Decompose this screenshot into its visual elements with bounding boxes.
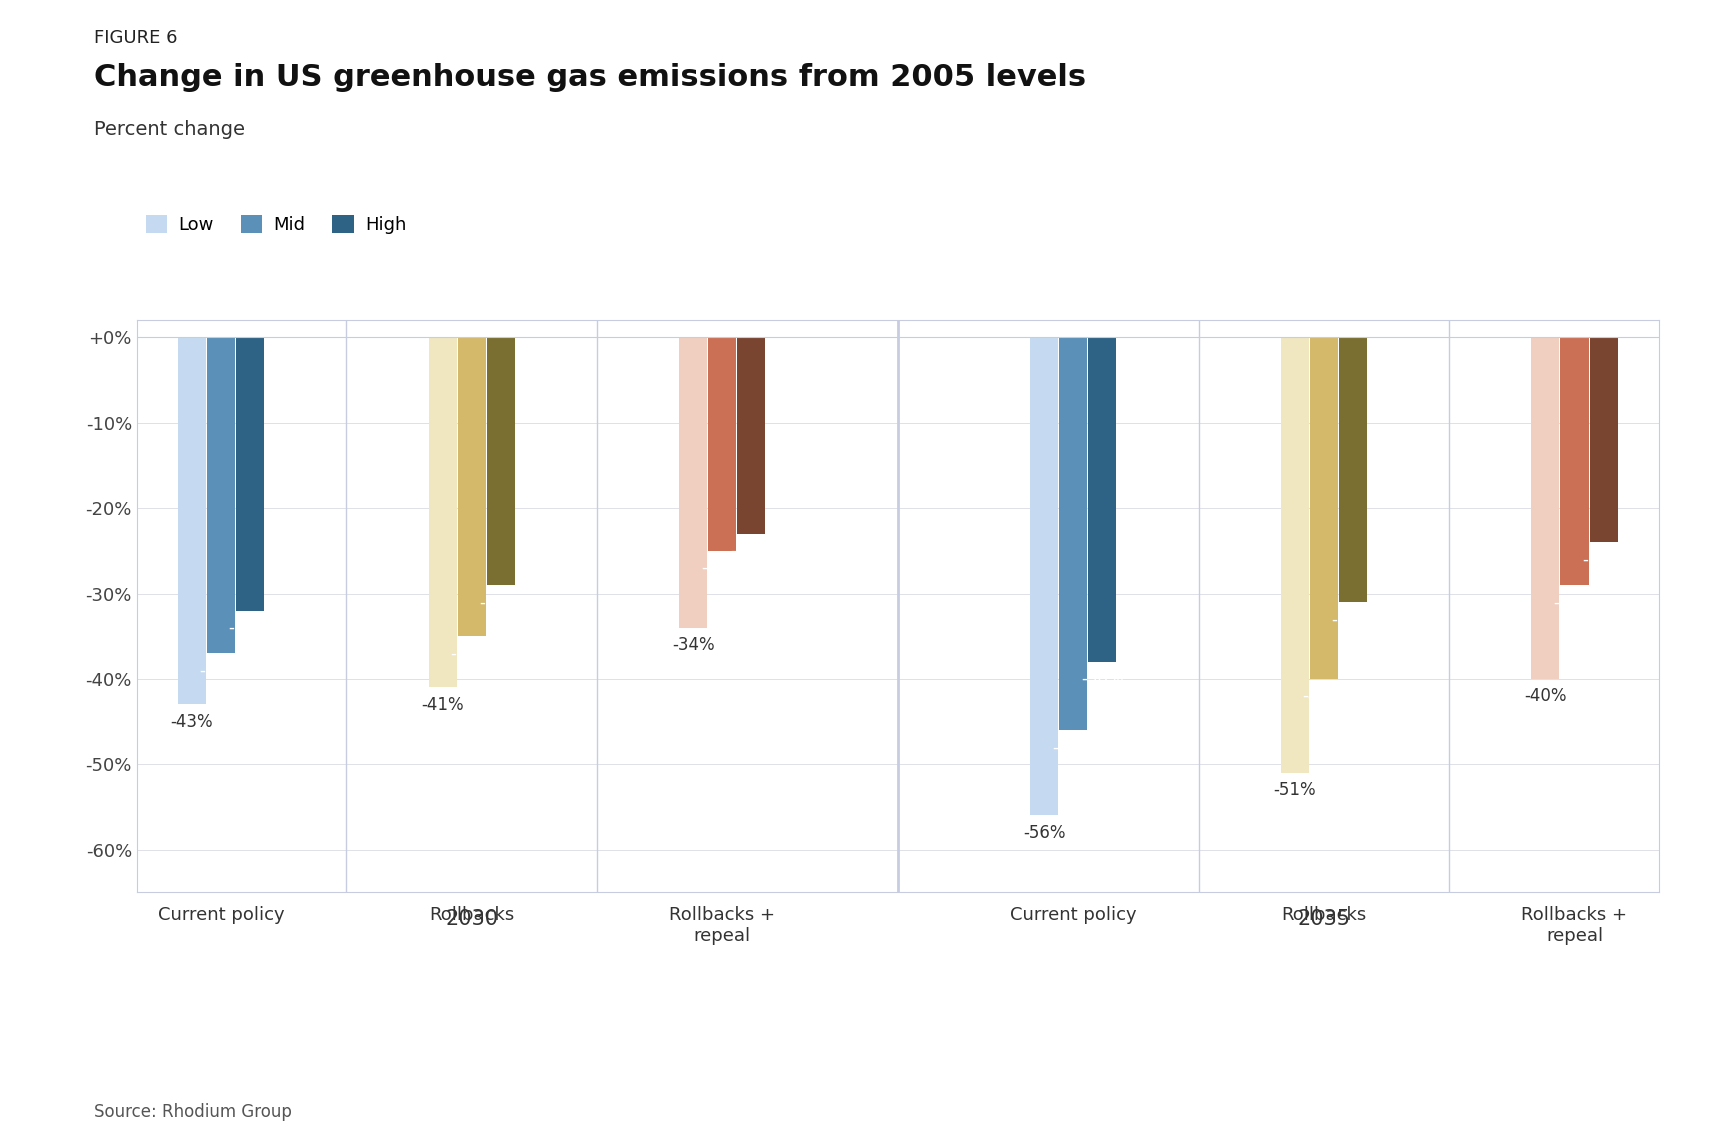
Bar	[458, 337, 486, 636]
Bar	[1310, 337, 1337, 678]
Text: Percent change: Percent change	[94, 120, 245, 140]
Bar	[679, 337, 708, 628]
Text: -51%: -51%	[1274, 781, 1317, 800]
Text: -31%: -31%	[1332, 611, 1375, 628]
Text: -34%: -34%	[672, 636, 715, 654]
Text: -32%: -32%	[229, 619, 272, 637]
Bar	[1532, 337, 1560, 678]
Text: FIGURE 6: FIGURE 6	[94, 29, 178, 47]
Text: -35%: -35%	[450, 645, 492, 662]
Bar	[737, 337, 766, 534]
Legend: Low, Mid, High: Low, Mid, High	[145, 215, 407, 235]
Text: -43%: -43%	[171, 713, 214, 731]
Text: -56%: -56%	[1023, 824, 1065, 842]
Text: -23%: -23%	[730, 542, 773, 561]
Bar	[207, 337, 234, 653]
Text: -41%: -41%	[421, 696, 463, 714]
Text: Source: Rhodium Group: Source: Rhodium Group	[94, 1103, 292, 1121]
Text: 2035: 2035	[1298, 909, 1351, 929]
Text: -25%: -25%	[701, 559, 744, 578]
Bar	[1339, 337, 1366, 602]
Text: -29%: -29%	[1553, 594, 1595, 612]
Text: -37%: -37%	[200, 662, 243, 680]
Bar	[429, 337, 457, 688]
Text: -46%: -46%	[1052, 739, 1094, 756]
Text: -40%: -40%	[1524, 688, 1566, 706]
Text: 2030: 2030	[445, 909, 498, 929]
Bar	[708, 337, 737, 550]
Text: -24%: -24%	[1582, 550, 1624, 569]
Bar	[1058, 337, 1088, 730]
Bar	[178, 337, 205, 705]
Text: -29%: -29%	[479, 594, 522, 612]
Text: Change in US greenhouse gas emissions from 2005 levels: Change in US greenhouse gas emissions fr…	[94, 63, 1086, 92]
Bar	[1029, 337, 1058, 816]
Bar	[1561, 337, 1589, 585]
Text: -40%: -40%	[1303, 688, 1346, 706]
Bar	[236, 337, 263, 611]
Bar	[1590, 337, 1618, 542]
Bar	[1088, 337, 1117, 662]
Bar	[1281, 337, 1308, 773]
Bar	[487, 337, 515, 585]
Text: -38%: -38%	[1081, 670, 1123, 689]
